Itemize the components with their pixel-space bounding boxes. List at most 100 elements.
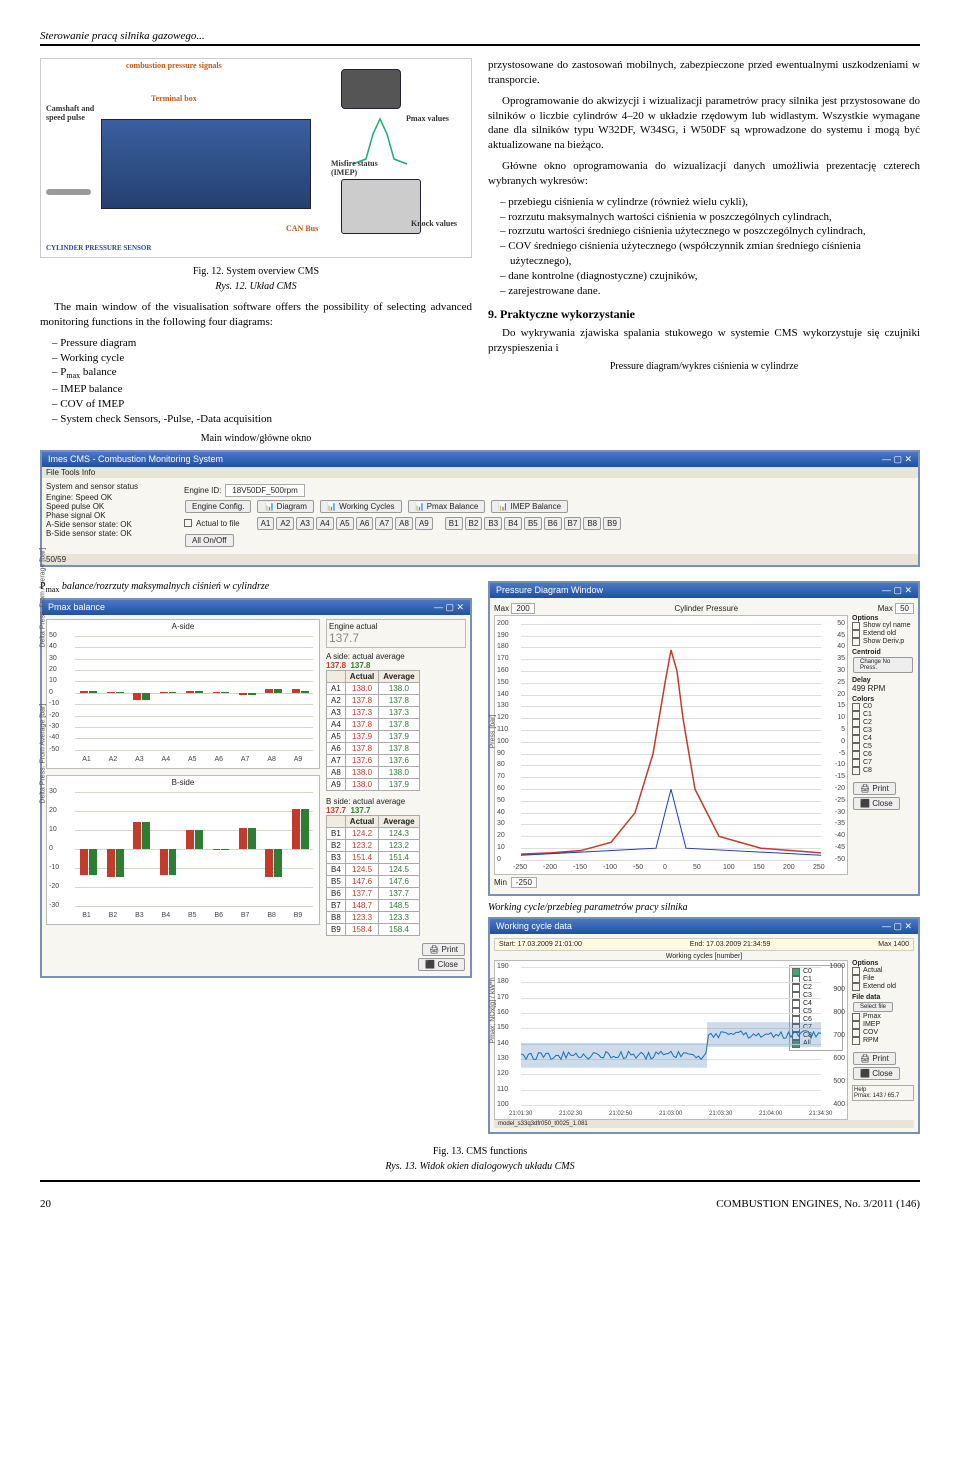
sensor-probe-icon bbox=[46, 189, 91, 195]
case-icon bbox=[341, 69, 401, 109]
close-button[interactable]: ⬛ Close bbox=[418, 958, 465, 971]
window-controls[interactable]: — ▢ ✕ bbox=[882, 454, 912, 465]
option-item: Show Deriv.p bbox=[852, 638, 914, 646]
window-title: Imes CMS - Combustion Monitoring System bbox=[48, 454, 223, 465]
cylinder-button[interactable]: A2 bbox=[276, 517, 294, 530]
working-chart: C0C1C2C3C4C5C6C7C8All 100110120130140150… bbox=[494, 960, 848, 1120]
cylinder-button[interactable]: A4 bbox=[316, 517, 334, 530]
cylinder-button[interactable]: B8 bbox=[583, 517, 601, 530]
actual-checkbox[interactable] bbox=[184, 519, 192, 527]
checkbox[interactable] bbox=[852, 1013, 860, 1021]
checkbox[interactable] bbox=[852, 711, 860, 719]
max-value[interactable]: 200 bbox=[511, 603, 534, 614]
checkbox[interactable] bbox=[852, 751, 860, 759]
pressure-diagram-label-text: Pressure diagram/wykres ciśnienia w cyli… bbox=[610, 361, 798, 372]
color-item: C8 bbox=[852, 767, 914, 775]
close-label: Close bbox=[872, 799, 892, 808]
engine-id-label: Engine ID: bbox=[184, 486, 221, 495]
running-head: Sterowanie pracą silnika gazowego... bbox=[40, 30, 920, 42]
min-value[interactable]: -250 bbox=[511, 877, 537, 888]
engine-actual-value: 137.7 bbox=[329, 631, 463, 645]
window-controls[interactable]: — ▢ ✕ bbox=[882, 921, 912, 932]
cylinder-button[interactable]: A8 bbox=[395, 517, 413, 530]
color-item: C6 bbox=[852, 751, 914, 759]
menu-bar[interactable]: File Tools Info bbox=[42, 467, 918, 478]
max2-value[interactable]: 50 bbox=[895, 603, 914, 614]
cylinder-button[interactable]: A5 bbox=[336, 517, 354, 530]
checkbox[interactable] bbox=[852, 743, 860, 751]
checkbox[interactable] bbox=[852, 703, 860, 711]
cylinder-button[interactable]: B9 bbox=[603, 517, 621, 530]
cylinder-button[interactable]: B5 bbox=[524, 517, 542, 530]
cylinder-button[interactable]: A9 bbox=[415, 517, 433, 530]
b-side-actual: 137.7 bbox=[326, 806, 346, 815]
cylinder-button[interactable]: B2 bbox=[465, 517, 483, 530]
toolbar-button[interactable]: 📊 Pmax Balance bbox=[408, 500, 486, 513]
window-title: Pmax balance bbox=[48, 602, 105, 613]
min-label: Min bbox=[494, 878, 507, 887]
working-subtitle: Working cycles [number] bbox=[494, 953, 914, 960]
checkbox[interactable] bbox=[852, 1037, 860, 1045]
checkbox[interactable] bbox=[852, 1029, 860, 1037]
color-item: C5 bbox=[852, 743, 914, 751]
fig12-caption-en: Fig. 12. System overview CMS bbox=[40, 266, 472, 277]
checkbox[interactable] bbox=[852, 975, 860, 983]
print-button[interactable]: 🖨 Print bbox=[422, 943, 465, 956]
checkbox[interactable] bbox=[852, 727, 860, 735]
cylinder-button[interactable]: B3 bbox=[484, 517, 502, 530]
cylinder-button[interactable]: B7 bbox=[564, 517, 582, 530]
print-button[interactable]: 🖨 Print bbox=[853, 782, 896, 795]
toolbar-button[interactable]: Engine Config. bbox=[185, 500, 251, 513]
all-onoff-button[interactable]: All On/Off bbox=[185, 534, 234, 547]
cylinder-button[interactable]: A3 bbox=[296, 517, 314, 530]
cylinder-button[interactable]: B6 bbox=[544, 517, 562, 530]
status-item: Speed pulse OK bbox=[46, 502, 176, 511]
checkbox[interactable] bbox=[852, 1021, 860, 1029]
b-side-header: B side: actual average bbox=[326, 797, 466, 806]
checkbox[interactable] bbox=[852, 719, 860, 727]
option-item: File bbox=[852, 975, 914, 983]
label-combustion: combustion pressure signals bbox=[126, 61, 222, 70]
a-side-avg: 137.8 bbox=[350, 661, 370, 670]
engine-actual-label: Engine actual bbox=[329, 622, 463, 631]
help-value: Pmax: 143 / 65.7 bbox=[854, 1093, 912, 1099]
window-controls[interactable]: — ▢ ✕ bbox=[434, 602, 464, 613]
change-press-button[interactable]: Change No Press. bbox=[853, 657, 913, 673]
cylinder-button[interactable]: A1 bbox=[257, 517, 275, 530]
colors-heading: Colors bbox=[852, 696, 914, 703]
window-controls[interactable]: — ▢ ✕ bbox=[882, 585, 912, 596]
pmax-cap-rest: balance/rozrzuty maksymalnych ciśnień w … bbox=[59, 581, 269, 592]
checkbox[interactable] bbox=[852, 638, 860, 646]
checkbox[interactable] bbox=[852, 735, 860, 743]
status-item: Phase signal OK bbox=[46, 511, 176, 520]
toolbar-button[interactable]: 📊 Working Cycles bbox=[320, 500, 402, 513]
max-label: Max bbox=[494, 604, 509, 613]
select-file-button[interactable]: Select file bbox=[853, 1002, 893, 1012]
cylinder-button[interactable]: B1 bbox=[445, 517, 463, 530]
checkbox[interactable] bbox=[852, 983, 860, 991]
toolbar-button[interactable]: 📊 IMEP Balance bbox=[491, 500, 568, 513]
laptop-icon bbox=[341, 179, 421, 234]
cylinder-button[interactable]: A6 bbox=[356, 517, 374, 530]
toolbar-button[interactable]: 📊 Diagram bbox=[257, 500, 313, 513]
checkbox[interactable] bbox=[852, 767, 860, 775]
working-info-bar: Start: 17.03.2009 21:01:00 End: 17.03.20… bbox=[494, 938, 914, 951]
cylinder-button[interactable]: B4 bbox=[504, 517, 522, 530]
checkbox[interactable] bbox=[852, 622, 860, 630]
list-item: – Working cycle bbox=[52, 351, 472, 366]
window-title: Pressure Diagram Window bbox=[496, 585, 603, 596]
working-caption: Working cycle/przebieg parametrów pracy … bbox=[488, 902, 920, 913]
checkbox[interactable] bbox=[852, 967, 860, 975]
cylinder-button[interactable]: A7 bbox=[375, 517, 393, 530]
file-option: IMEP bbox=[852, 1021, 914, 1029]
close-button[interactable]: ⬛ Close bbox=[853, 1067, 900, 1080]
close-button[interactable]: ⬛ Close bbox=[853, 797, 900, 810]
checkbox[interactable] bbox=[852, 759, 860, 767]
option-item: Extend old bbox=[852, 630, 914, 638]
print-button[interactable]: 🖨 Print bbox=[853, 1052, 896, 1065]
options-heading: Options bbox=[852, 960, 914, 967]
color-item: C0 bbox=[852, 703, 914, 711]
checkbox[interactable] bbox=[852, 630, 860, 638]
centroid-heading: Centroid bbox=[852, 649, 914, 656]
footer-rule bbox=[40, 1180, 920, 1182]
